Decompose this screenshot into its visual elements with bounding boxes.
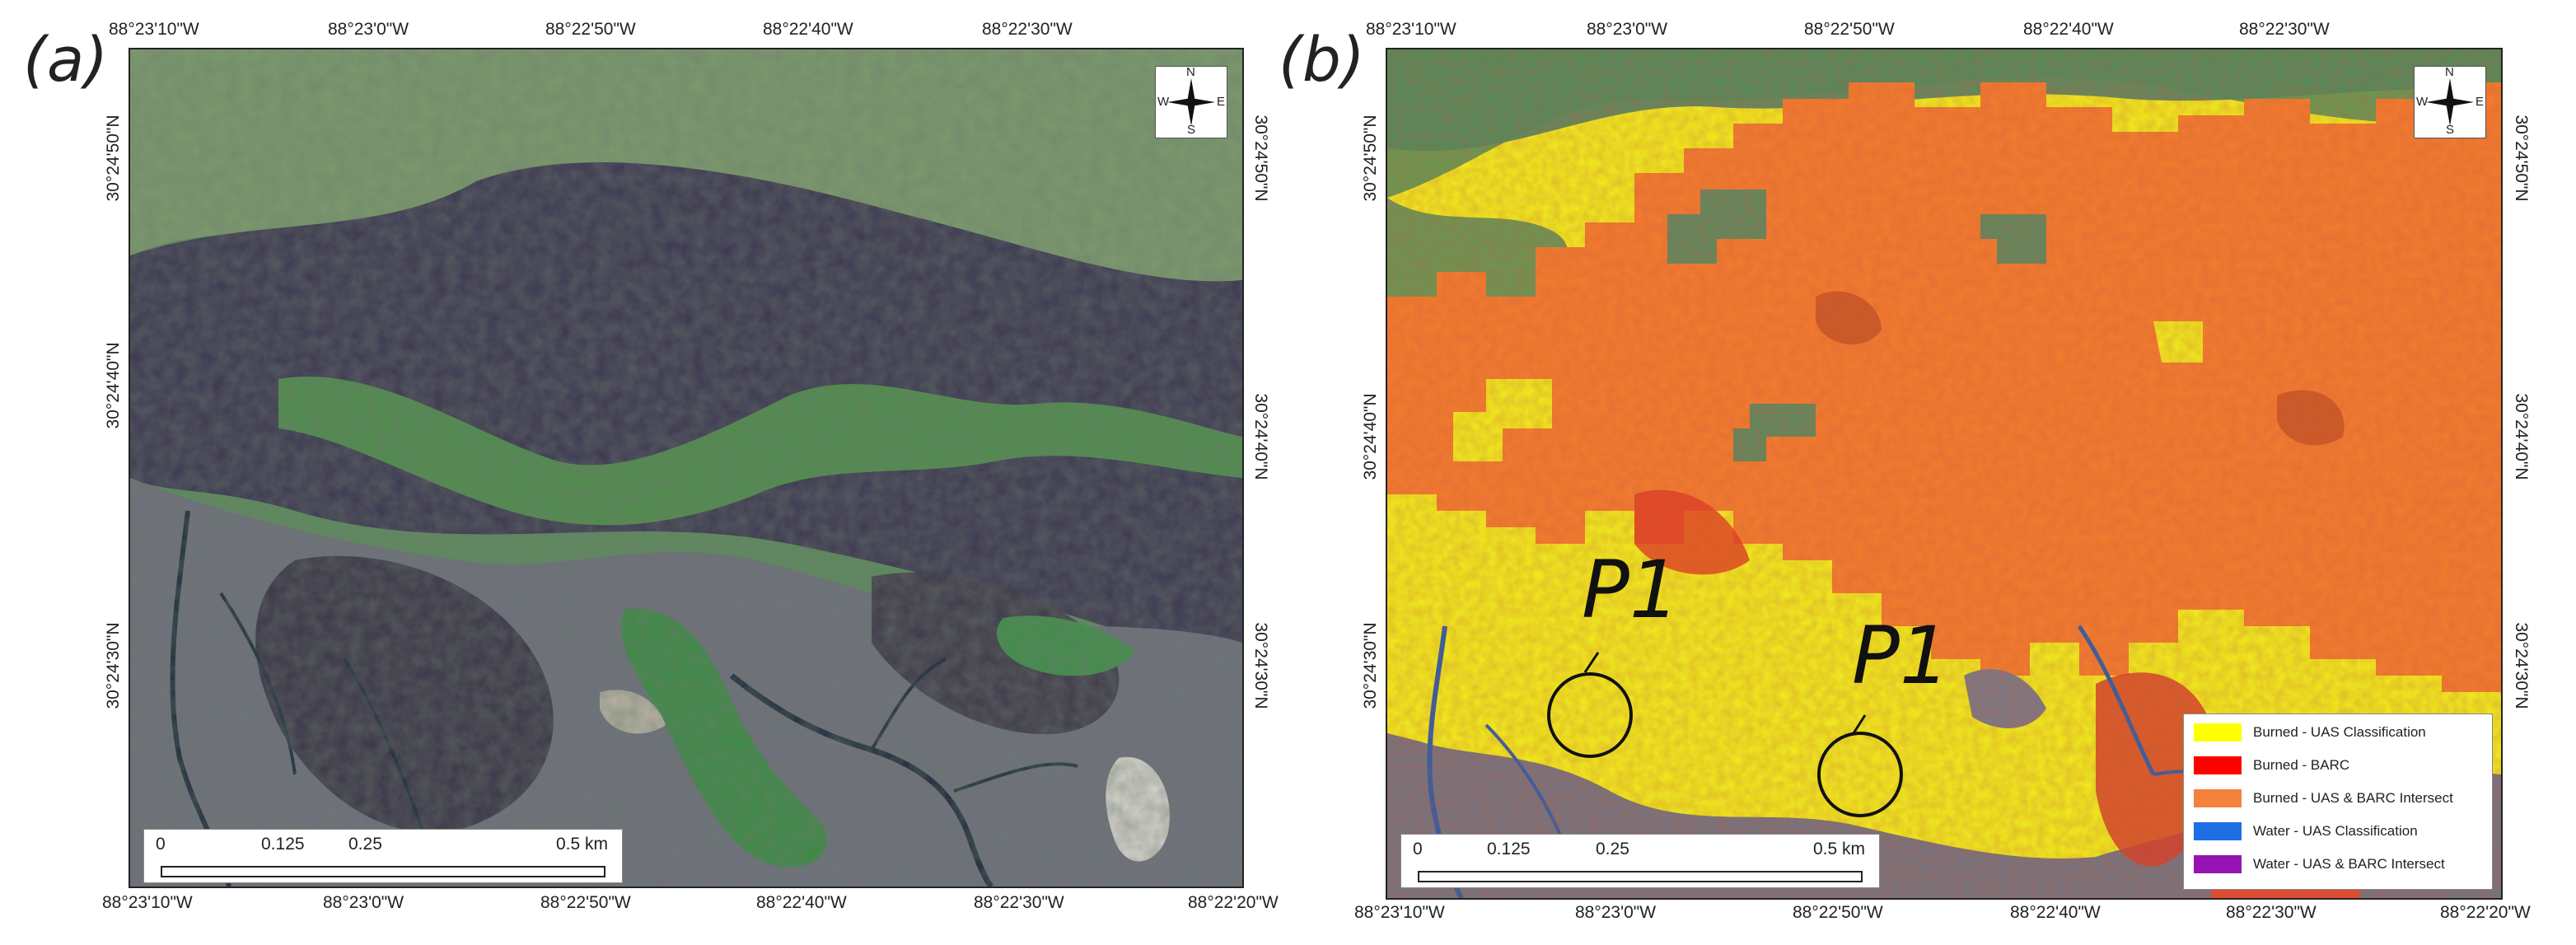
legend-item: Water - UAS & BARC Intersect [2194, 853, 2445, 876]
panel-a-left-tick: 30°24'30"N [104, 622, 123, 709]
scale-label: 0.5 km [1813, 840, 1866, 858]
panel-a-top-tick: 88°22'50"W [545, 20, 636, 39]
panel-b-top-tick: 88°22'40"W [2023, 20, 2114, 39]
panel-a-left-tick: 30°24'50"N [104, 115, 123, 202]
panel-b-right-tick: 30°24'50"N [2512, 115, 2531, 202]
panel-b-top-tick: 88°22'30"W [2239, 20, 2330, 39]
legend-swatch [2194, 855, 2242, 873]
compass-n: N [2445, 65, 2454, 79]
legend-label: Burned - UAS & BARC Intersect [2253, 790, 2453, 806]
panel-b-top-tick: 88°23'0"W [1587, 20, 1668, 39]
legend-item: Water - UAS Classification [2194, 820, 2418, 843]
panel-a-bottom-tick: 88°22'50"W [540, 893, 631, 912]
legend-item: Burned - UAS Classification [2194, 721, 2426, 744]
point-label-p1: P1 [1582, 544, 1680, 636]
compass-w: W [2416, 95, 2429, 109]
scale-bar-graphic [1418, 871, 1863, 882]
panel-b-left-tick: 30°24'30"N [1361, 622, 1380, 709]
panel-a-bottom-tick: 88°23'0"W [323, 893, 404, 912]
scale-label: 0.125 [1487, 840, 1531, 858]
panel-b-bottom-tick: 88°22'40"W [2010, 903, 2101, 922]
panel-a-top-tick: 88°22'40"W [763, 20, 853, 39]
compass-s: S [2446, 123, 2455, 137]
panel-b-bottom-tick: 88°23'10"W [1354, 903, 1445, 922]
map-legend: Burned - UAS Classification Burned - BAR… [2183, 713, 2493, 890]
compass-s: S [1187, 123, 1196, 137]
legend-swatch [2194, 756, 2242, 774]
compass-e: E [2475, 95, 2485, 109]
scale-label: 0 [1413, 840, 1423, 858]
scale-label: 0.5 km [556, 835, 609, 854]
panel-a-top-tick: 88°23'10"W [109, 20, 199, 39]
p1-circle-icon [1547, 672, 1633, 758]
scale-label: 0.25 [1596, 840, 1629, 858]
panel-b-top-tick: 88°22'50"W [1804, 20, 1895, 39]
legend-label: Burned - UAS Classification [2253, 724, 2426, 740]
panel-b-right-tick: 30°24'30"N [2512, 622, 2531, 709]
panel-a-right-tick: 30°24'40"N [1251, 393, 1270, 480]
compass-e: E [1217, 95, 1226, 109]
panel-b-left-tick: 30°24'40"N [1361, 393, 1380, 480]
legend-item: Burned - BARC [2194, 754, 2349, 777]
scale-label: 0.125 [261, 835, 305, 854]
panel-a-top-tick: 88°23'0"W [328, 20, 409, 39]
panel-b-bottom-tick: 88°22'20"W [2440, 903, 2531, 922]
panel-b-map: P1 P1 N S W E 0 0.125 0.25 0.5 km Burned… [1386, 48, 2503, 900]
panel-a-right-tick: 30°24'30"N [1251, 622, 1270, 709]
compass-w: W [1157, 95, 1170, 109]
legend-swatch [2194, 723, 2242, 741]
panel-b-bottom-tick: 88°22'30"W [2226, 903, 2317, 922]
scale-bar: 0 0.125 0.25 0.5 km [143, 829, 623, 883]
panel-a-bottom-tick: 88°22'40"W [756, 893, 847, 912]
aerial-imagery [130, 49, 1242, 887]
legend-label: Water - UAS Classification [2253, 823, 2418, 839]
panel-a-bottom-tick: 88°23'10"W [102, 893, 193, 912]
north-arrow-icon: N S W E [2414, 65, 2486, 138]
panel-a-top-tick: 88°22'30"W [982, 20, 1073, 39]
north-arrow-icon: N S W E [1155, 65, 1227, 138]
legend-label: Burned - BARC [2253, 757, 2350, 773]
legend-swatch [2194, 789, 2242, 807]
panel-b-top-tick: 88°23'10"W [1366, 20, 1456, 39]
panel-b-bottom-tick: 88°23'0"W [1575, 903, 1657, 922]
legend-swatch [2194, 822, 2242, 840]
scale-bar-graphic [161, 866, 605, 877]
legend-item: Burned - UAS & BARC Intersect [2194, 787, 2453, 810]
panel-b-left-tick: 30°24'50"N [1361, 115, 1380, 202]
scale-bar: 0 0.125 0.25 0.5 km [1400, 834, 1880, 888]
panel-a-right-tick: 30°24'50"N [1251, 115, 1270, 202]
compass-rose-icon [1167, 78, 1215, 126]
panel-a-map: N S W E 0 0.125 0.25 0.5 km [129, 48, 1244, 888]
point-label-p1: P1 [1852, 610, 1950, 702]
legend-label: Water - UAS & BARC Intersect [2253, 856, 2445, 872]
scale-label: 0 [156, 835, 166, 854]
panel-b-label: (b) [1279, 25, 1365, 96]
panel-a-bottom-tick: 88°22'30"W [974, 893, 1064, 912]
panel-b-bottom-tick: 88°22'50"W [1793, 903, 1883, 922]
compass-n: N [1186, 65, 1195, 79]
panel-a-label: (a) [23, 25, 109, 96]
p1-circle-icon [1817, 732, 1903, 817]
panel-a-left-tick: 30°24'40"N [104, 342, 123, 429]
panel-a-bottom-tick: 88°22'20"W [1188, 893, 1279, 912]
compass-rose-icon [2426, 78, 2474, 126]
scale-label: 0.25 [348, 835, 382, 854]
panel-b-right-tick: 30°24'40"N [2512, 393, 2531, 480]
